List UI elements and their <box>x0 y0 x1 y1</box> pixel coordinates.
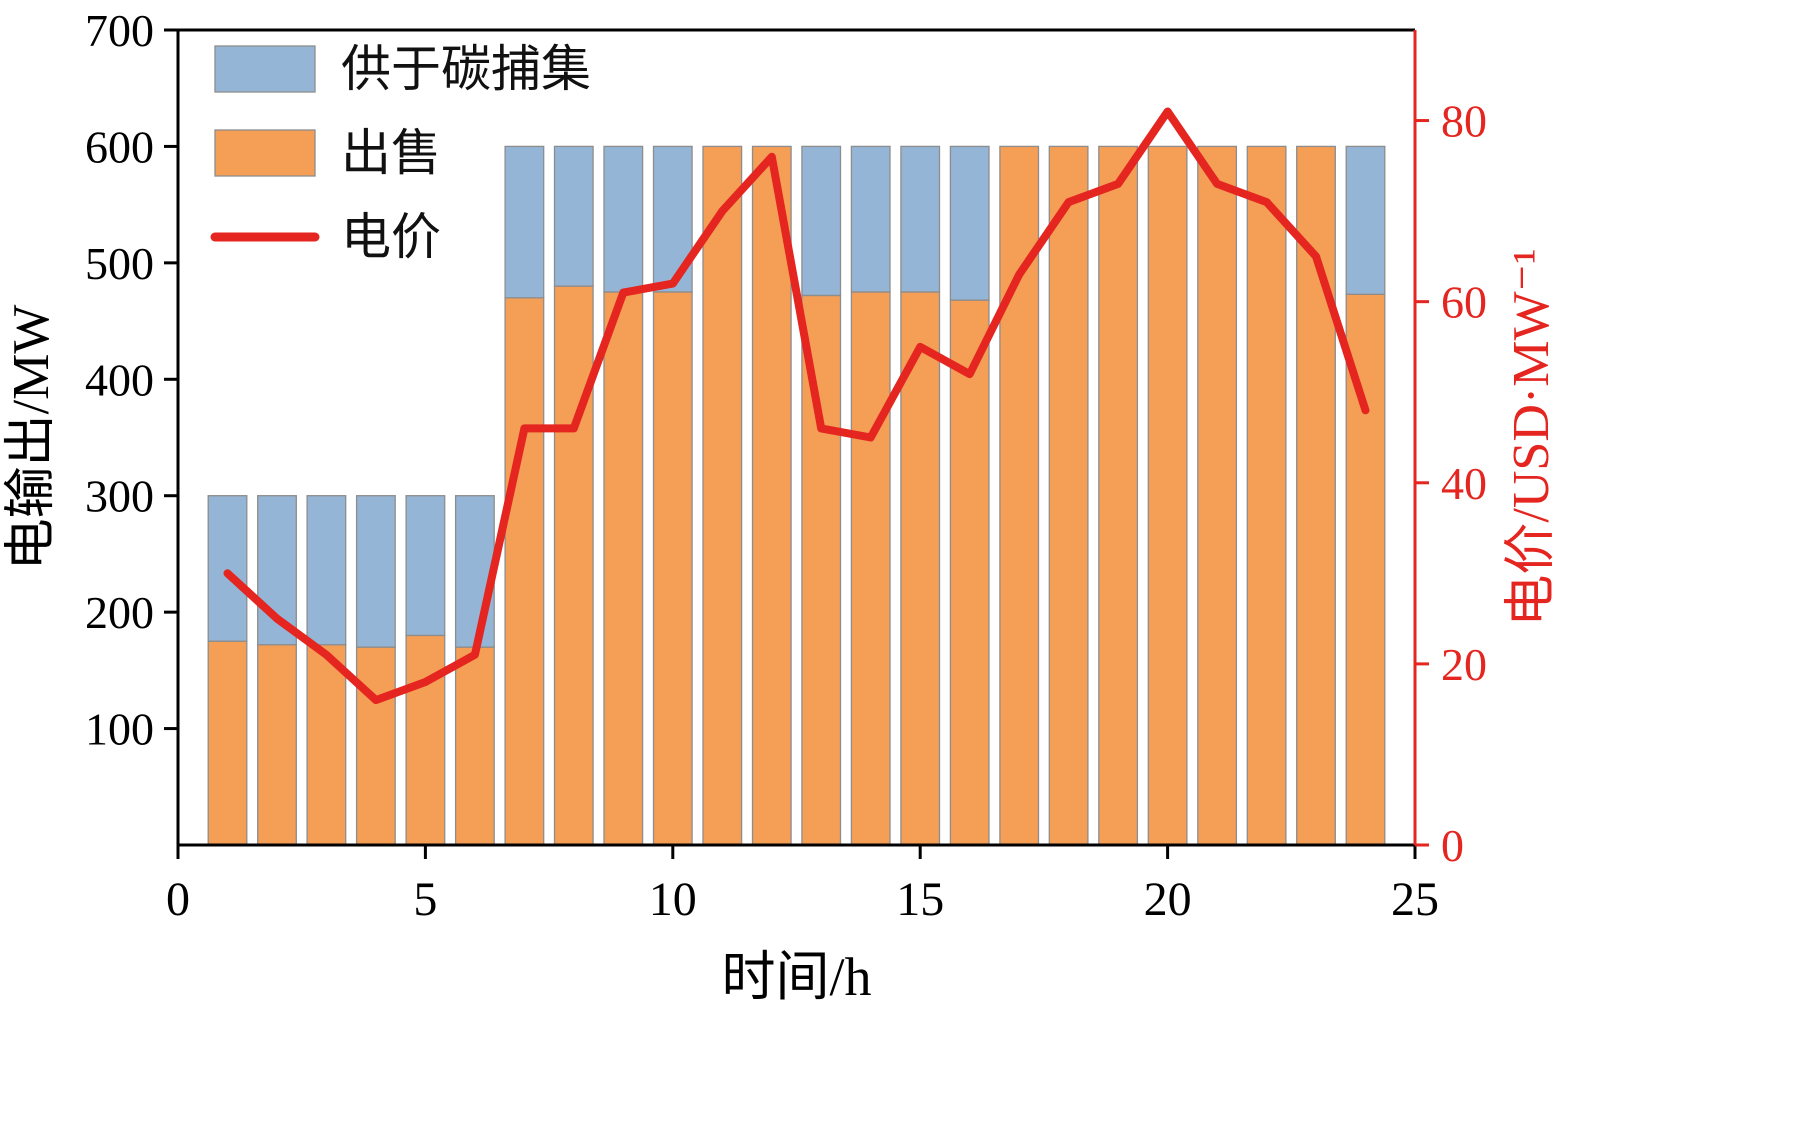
bar-sold <box>1147 145 1188 846</box>
right-tick-label: 0 <box>1441 820 1464 871</box>
bar-sold <box>1345 293 1386 846</box>
bar-carbon-capture <box>603 145 644 293</box>
left-tick-label: 200 <box>85 587 154 638</box>
bar-sold <box>405 634 446 846</box>
bar-sold <box>355 646 396 846</box>
bar-carbon-capture <box>207 495 248 642</box>
bar-sold <box>850 291 891 846</box>
bar-sold <box>1098 145 1139 846</box>
price-line <box>223 107 1370 705</box>
bar-carbon-capture <box>454 495 495 648</box>
x-tick-label: 15 <box>896 873 944 926</box>
bar-sold <box>801 294 842 846</box>
bar-sold <box>999 145 1040 846</box>
bar-sold <box>1048 145 1089 846</box>
x-tick-label: 5 <box>413 873 437 926</box>
bar-sold <box>553 285 594 846</box>
legend-swatch <box>214 129 316 177</box>
bar-sold <box>306 644 347 846</box>
bar-sold <box>652 291 693 846</box>
bar-carbon-capture <box>306 495 347 646</box>
legend-label: 电价 <box>341 209 441 265</box>
bar-series <box>207 145 1386 846</box>
bar-carbon-capture <box>355 495 396 648</box>
bar-sold <box>207 640 248 846</box>
left-axis-title: 电输出/MW <box>3 305 60 571</box>
right-axis-ticks: 0 20 40 60 80 <box>1415 96 1487 871</box>
left-tick-label: 600 <box>85 121 154 172</box>
x-tick-label: 10 <box>649 873 697 926</box>
bar-carbon-capture <box>949 145 990 301</box>
left-tick-label: 100 <box>85 704 154 755</box>
bar-sold <box>454 646 495 846</box>
left-tick-label: 500 <box>85 238 154 289</box>
x-tick-label: 0 <box>166 873 190 926</box>
bar-carbon-capture <box>900 145 941 293</box>
bar-carbon-capture <box>801 145 842 297</box>
left-axis-ticks: 100 200 300 400 500 600 700 <box>85 5 178 755</box>
bar-carbon-capture <box>1345 145 1386 295</box>
left-tick-label: 300 <box>85 471 154 522</box>
bar-sold <box>504 297 545 846</box>
left-tick-label: 400 <box>85 354 154 405</box>
bar-sold <box>751 145 792 846</box>
bar-carbon-capture <box>850 145 891 293</box>
left-tick-label: 700 <box>85 5 154 56</box>
x-axis-title: 时间/h <box>721 947 871 1007</box>
bar-sold <box>1246 145 1287 846</box>
x-tick-label: 25 <box>1391 873 1439 926</box>
right-tick-label: 60 <box>1441 277 1487 328</box>
right-tick-label: 80 <box>1441 96 1487 147</box>
bar-carbon-capture <box>553 145 594 287</box>
legend-label: 供于碳捕集 <box>341 41 591 97</box>
bar-sold <box>702 145 743 846</box>
bar-carbon-capture <box>504 145 545 299</box>
bar-sold <box>1197 145 1238 846</box>
x-tick-label: 20 <box>1144 873 1192 926</box>
bar-sold <box>603 291 644 846</box>
bar-sold <box>257 644 297 846</box>
x-axis-ticks: 0 5 10 15 20 25 <box>166 845 1439 926</box>
right-tick-label: 40 <box>1441 458 1487 509</box>
right-axis-title: 电价/USD·MW⁻¹ <box>1503 248 1560 626</box>
bar-sold <box>949 299 990 846</box>
right-tick-label: 20 <box>1441 639 1487 690</box>
legend-label: 出售 <box>341 125 441 181</box>
axes-frame <box>176 28 1417 847</box>
legend-swatch <box>214 45 316 93</box>
bar-carbon-capture <box>405 495 446 637</box>
